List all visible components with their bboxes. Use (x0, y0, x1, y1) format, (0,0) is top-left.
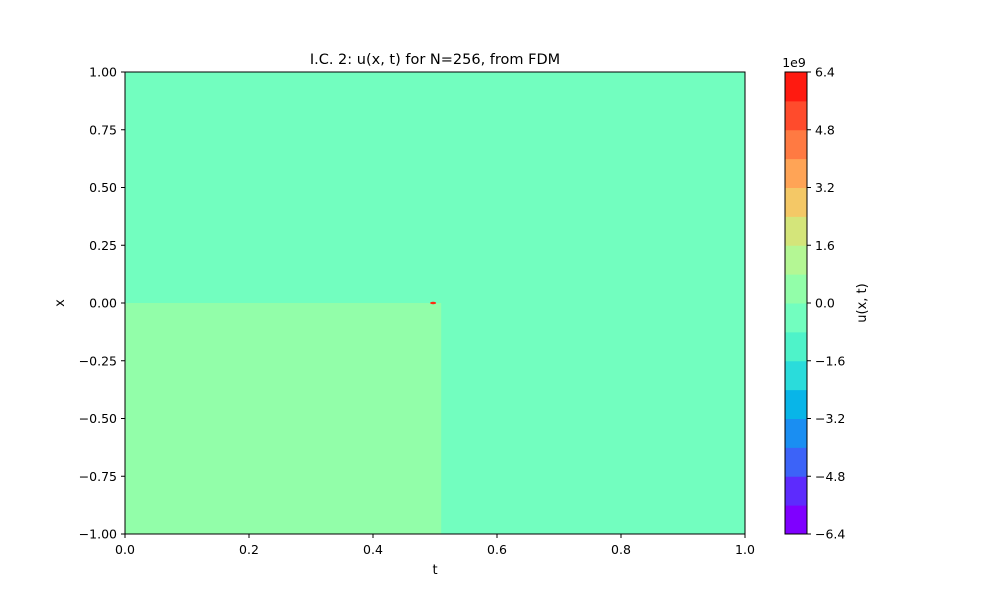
colorbar-levels (785, 72, 807, 535)
plot-area (124, 71, 746, 535)
chart-title: I.C. 2: u(x, t) for N=256, from FDM (310, 52, 560, 68)
colorbar-scale-label: 1e9 (782, 55, 806, 70)
colorbar-level (785, 245, 807, 275)
colorbar-tick-label: −4.8 (815, 469, 845, 484)
x-tick-label: 1.0 (735, 542, 755, 557)
colorbar-level (785, 418, 807, 448)
colorbar: −6.4 −4.8 −3.2 −1.6 0.0 1.6 3.2 4.8 6.4 1e9 u(x,… (782, 55, 870, 542)
y-axis-label: x (53, 299, 68, 307)
colorbar-tick-label: 4.8 (815, 122, 835, 137)
x-axis-label: t (432, 563, 437, 578)
colorbar-tick-label: 6.4 (815, 65, 835, 80)
colorbar-label: u(x, t) (855, 283, 870, 322)
spike-marker (430, 301, 437, 305)
x-tick-label: 0.0 (115, 542, 135, 557)
x-tick-label: 0.8 (611, 542, 631, 557)
spike-marker-group (430, 301, 437, 305)
colorbar-level (785, 158, 807, 188)
colorbar-level (785, 216, 807, 246)
contour-regions (125, 303, 442, 534)
colorbar-level (785, 331, 807, 362)
colorbar-level (785, 360, 807, 391)
colorbar-level (785, 476, 807, 506)
colorbar-tick-label: −1.6 (815, 353, 845, 368)
y-tick-label: 0.50 (89, 180, 117, 195)
colorbar-tick-label: 1.6 (815, 238, 835, 253)
colorbar-level (785, 447, 807, 477)
colorbar-level (785, 129, 807, 160)
colorbar-level (785, 72, 807, 102)
colorbar-level (785, 303, 807, 333)
colorbar-tick-label: −3.2 (815, 411, 845, 426)
colorbar-tick-label: 0.0 (815, 296, 835, 311)
colorbar-level (785, 389, 807, 419)
y-tick-label: −0.25 (79, 353, 117, 368)
contour-region-1 (125, 303, 442, 534)
y-tick-label: 0.75 (89, 122, 117, 137)
x-tick-label: 0.2 (239, 542, 259, 557)
colorbar-tick-label: −6.4 (815, 527, 845, 542)
colorbar-ticks: −6.4 −4.8 −3.2 −1.6 0.0 1.6 3.2 4.8 6.4 (807, 65, 845, 542)
colorbar-level (785, 187, 807, 217)
y-tick-label: −1.00 (79, 527, 117, 542)
x-axis: 0.0 0.2 0.4 0.6 0.8 1.0 (115, 534, 755, 557)
y-tick-label: 0.00 (89, 296, 117, 311)
colorbar-level (785, 274, 807, 304)
y-axis: −1.00 −0.75 −0.50 −0.25 0.00 0.25 0.50 0.75 1.00 (79, 65, 125, 542)
colorbar-level (785, 505, 807, 535)
x-tick-label: 0.4 (363, 542, 383, 557)
y-tick-label: 1.00 (89, 65, 117, 80)
colorbar-level (785, 100, 807, 131)
x-tick-label: 0.6 (487, 542, 507, 557)
y-tick-label: −0.75 (79, 469, 117, 484)
y-tick-label: 0.25 (89, 238, 117, 253)
colorbar-tick-label: 3.2 (815, 180, 835, 195)
y-tick-label: −0.50 (79, 411, 117, 426)
